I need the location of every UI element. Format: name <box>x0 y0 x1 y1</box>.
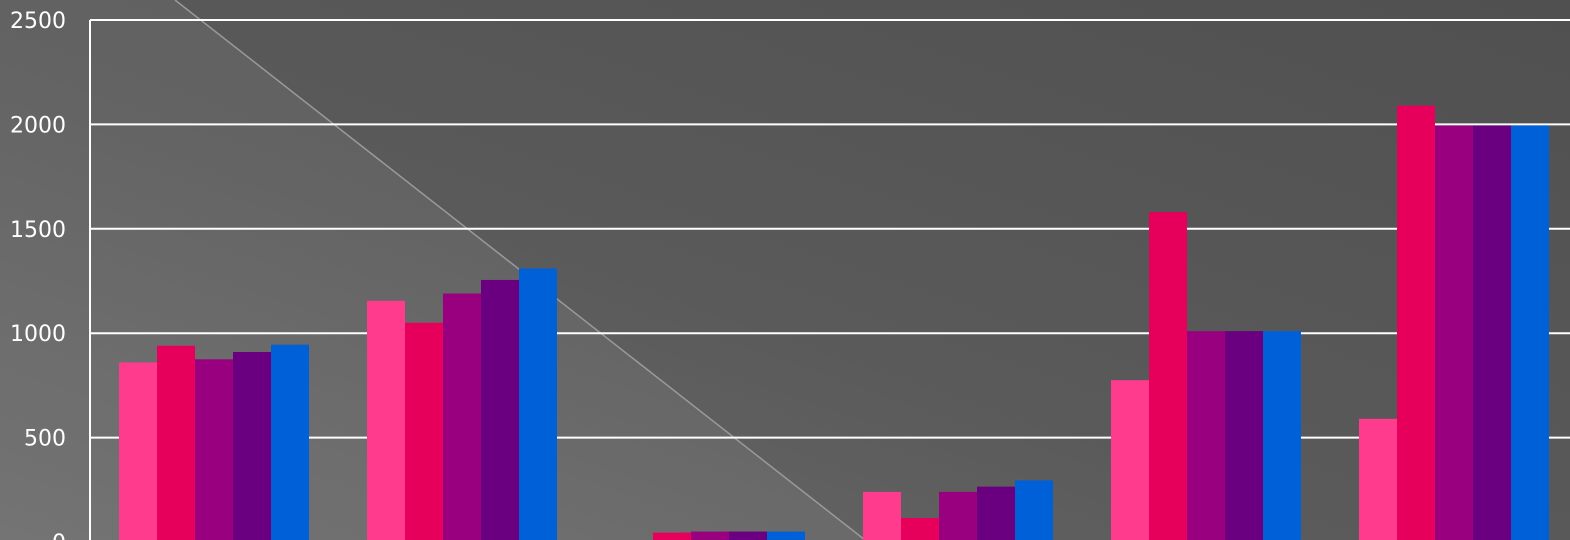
bar <box>1015 480 1053 540</box>
bar <box>195 359 233 540</box>
bar <box>691 531 729 540</box>
bar <box>1111 380 1149 540</box>
bar <box>367 300 405 540</box>
bar <box>767 531 805 540</box>
bar <box>1397 105 1435 540</box>
bar <box>863 491 901 540</box>
bar <box>1359 418 1397 540</box>
y-tick-label: 1000 <box>10 322 66 347</box>
y-axis: 0 500 1000 1500 2000 2500 <box>10 9 91 540</box>
bar <box>443 293 481 540</box>
bar <box>901 517 939 540</box>
bar <box>481 279 519 540</box>
y-tick-label: 0 <box>52 531 66 540</box>
y-tick-label: 1500 <box>10 218 66 243</box>
bar <box>1473 125 1511 540</box>
bar <box>653 532 691 540</box>
y-tick-label: 2000 <box>10 113 66 138</box>
y-tick-label: 500 <box>24 427 66 452</box>
bar <box>729 531 767 540</box>
bar <box>1149 212 1187 540</box>
bar <box>939 491 977 540</box>
bar <box>1187 331 1225 540</box>
bar <box>233 351 271 540</box>
bar <box>1435 125 1473 540</box>
bar <box>977 486 1015 540</box>
bar <box>519 268 557 540</box>
bar <box>405 322 443 540</box>
bar <box>119 362 157 540</box>
bar <box>1263 331 1301 540</box>
gridlines <box>90 19 1570 439</box>
bars <box>119 105 1549 540</box>
bar <box>157 345 195 540</box>
bar <box>1511 125 1549 540</box>
bar <box>1225 331 1263 540</box>
y-tick-label: 2500 <box>10 9 66 34</box>
bar <box>271 344 309 540</box>
